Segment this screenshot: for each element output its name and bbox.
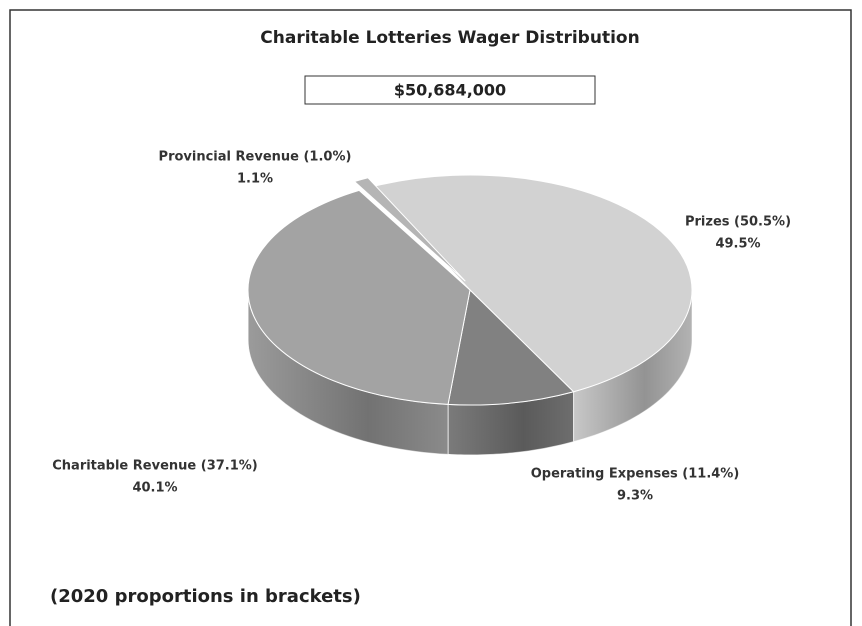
slice-side-shade xyxy=(248,290,449,455)
pie xyxy=(247,174,693,456)
slice-label: Operating Expenses (11.4%) xyxy=(531,467,740,482)
slice-value-label: 9.3% xyxy=(617,489,653,504)
chart-title: Charitable Lotteries Wager Distribution xyxy=(260,28,639,48)
slice-value-label: 1.1% xyxy=(237,172,273,187)
slice-label: Prizes (50.5%) xyxy=(685,215,791,230)
slice-value-label: 49.5% xyxy=(715,237,760,252)
total-box xyxy=(304,75,596,105)
slice-side-shade xyxy=(573,290,692,442)
slice xyxy=(353,177,466,282)
slice-label: Provincial Revenue (1.0%) xyxy=(159,150,352,165)
slice xyxy=(247,189,471,405)
slice xyxy=(447,288,575,406)
slice xyxy=(371,174,693,393)
footnote: (2020 proportions in brackets) xyxy=(50,586,361,607)
slice-side-shade xyxy=(448,391,574,455)
slice-value-label: 40.1% xyxy=(132,481,177,496)
slice-label: Charitable Revenue (37.1%) xyxy=(52,459,257,474)
total-amount: $50,684,000 xyxy=(394,81,506,100)
